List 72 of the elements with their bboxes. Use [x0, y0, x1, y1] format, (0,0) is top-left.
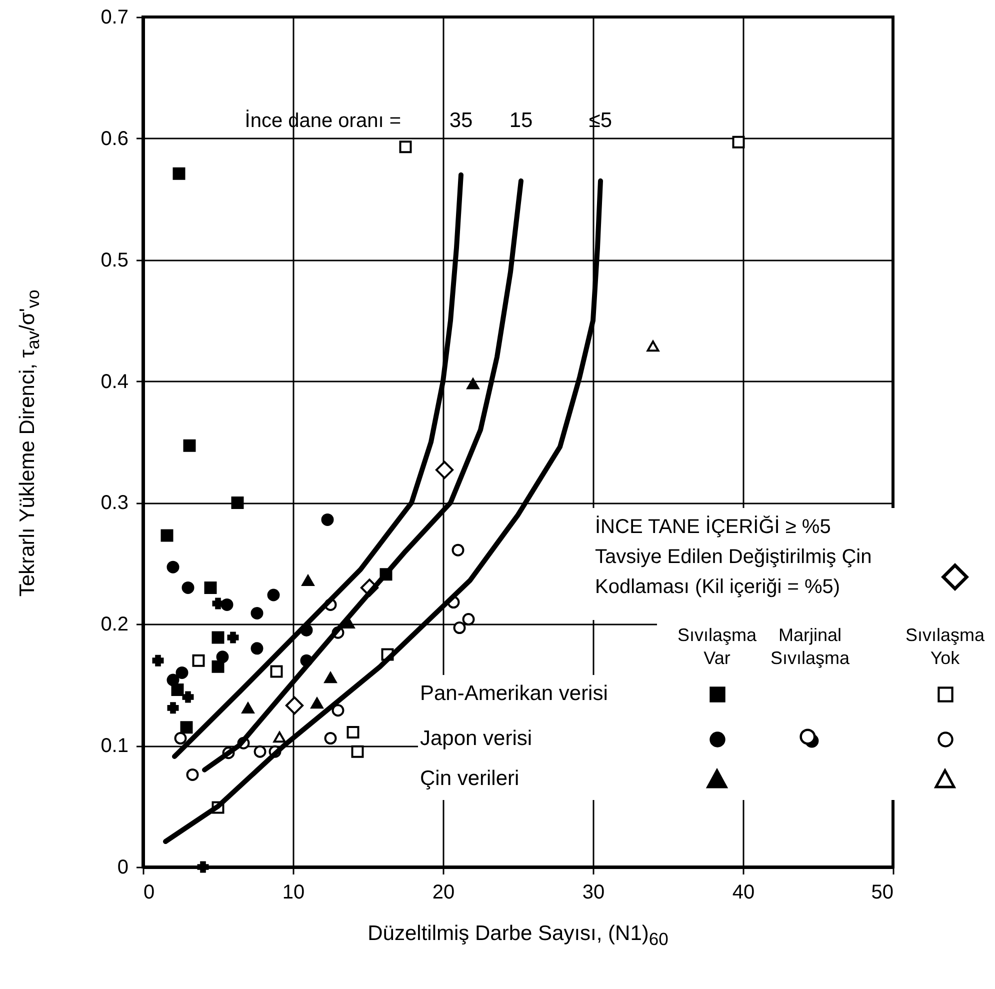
point — [183, 439, 196, 452]
point — [302, 574, 314, 586]
point — [204, 581, 217, 594]
point — [166, 560, 180, 574]
point — [399, 140, 412, 154]
point — [152, 654, 164, 666]
annotation: Sıvılaşma Var — [676, 624, 758, 670]
point — [182, 691, 194, 703]
annotation: Tavsiye Edilen Değiştirilmiş Çin Kodlaması (Kil içeriği = %5) — [595, 545, 873, 600]
point — [732, 136, 745, 148]
point — [270, 665, 283, 678]
point — [182, 581, 194, 594]
point — [212, 631, 224, 644]
y-tick-label: 0.4 — [100, 370, 128, 393]
point — [285, 696, 304, 715]
point — [435, 460, 454, 479]
x-tick-label: 30 — [582, 882, 605, 904]
point — [351, 745, 364, 758]
point — [453, 622, 466, 634]
y-tick-label: 0.5 — [100, 249, 128, 272]
x-tick-label: 10 — [282, 882, 305, 904]
x-tick-label: 40 — [732, 882, 755, 904]
point — [176, 666, 188, 679]
point — [180, 721, 193, 734]
x-axis-title: Düzeltilmiş Darbe Sayısı, (N1)$_{60}$ — [366, 922, 670, 950]
y-tick-label: 0.7 — [100, 6, 128, 28]
point — [324, 672, 337, 684]
annotation: Marjinal Sıvılaşma — [769, 624, 851, 670]
y-tick-label: 0.6 — [100, 128, 128, 150]
point — [321, 513, 334, 526]
text: 15 — [509, 109, 533, 132]
point — [242, 702, 254, 714]
point — [160, 529, 174, 542]
point — [346, 726, 360, 738]
point — [267, 588, 280, 602]
x-tick-label: 0 — [144, 882, 155, 904]
point — [646, 340, 660, 352]
y-tick-label: 0.1 — [100, 735, 128, 758]
annotation: Pan-Amerikan verisi — [420, 681, 608, 707]
point — [462, 613, 475, 626]
point — [197, 861, 209, 873]
point — [227, 632, 239, 644]
y-tick-label: 0.2 — [100, 614, 128, 636]
annotation: Japon verisi — [420, 726, 532, 752]
point — [212, 598, 224, 610]
y-tick-label: 0 — [117, 856, 128, 878]
text: 35 — [449, 109, 473, 132]
point — [452, 544, 464, 556]
point — [324, 732, 337, 745]
point — [166, 674, 180, 686]
y-tick-label: 0.3 — [100, 492, 128, 514]
point — [273, 732, 286, 743]
point — [186, 768, 199, 781]
point — [250, 606, 264, 620]
x-tick-label: 20 — [432, 882, 455, 904]
point — [220, 598, 234, 611]
point — [172, 167, 186, 180]
point — [216, 650, 229, 664]
point — [332, 704, 344, 717]
point — [174, 732, 187, 745]
text: Sıvılaşma Yok — [904, 624, 986, 670]
annotation: Çin verileri — [420, 766, 520, 792]
point — [167, 702, 179, 714]
point — [310, 698, 324, 709]
point — [231, 496, 244, 509]
point — [212, 660, 224, 673]
x-tick-label: 50 — [871, 882, 894, 904]
point — [250, 642, 264, 655]
point — [254, 745, 266, 758]
annotation: İNCE TANE İÇERİĞİ ≥ %5 — [595, 514, 832, 540]
point — [466, 378, 480, 390]
point — [192, 654, 205, 667]
